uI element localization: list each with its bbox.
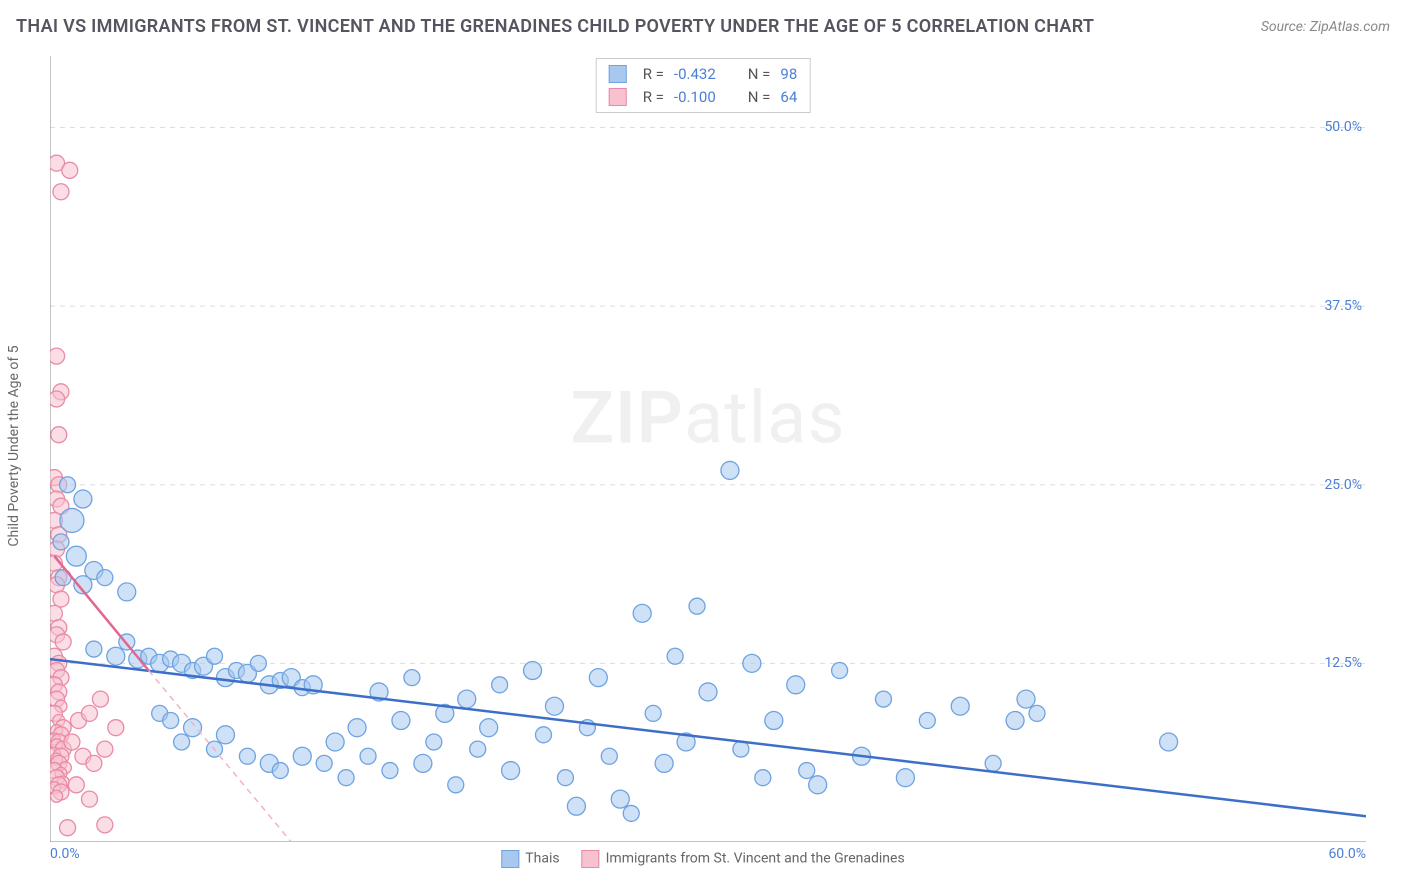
x-axis-max-label: 60.0% [1328,846,1366,862]
n-label: N = [748,86,771,109]
legend-label: Thais [525,851,559,867]
series-legend: Thais Immigrants from St. Vincent and the… [501,850,904,868]
title-bar: THAI VS IMMIGRANTS FROM ST. VINCENT AND … [16,16,1390,37]
legend-swatch [609,65,627,83]
source-attribution: Source: ZipAtlas.com [1261,19,1390,35]
correlation-stats-box: R = -0.432 N = 98 R = -0.100 N = 64 [596,58,811,113]
y-tick-label: 12.5% [1324,655,1362,671]
stats-row: R = -0.432 N = 98 [609,63,798,86]
y-axis-label: Child Poverty Under the Age of 5 [6,345,22,546]
stats-row: R = -0.100 N = 64 [609,86,798,109]
plot-area: ZIPatlas [50,56,1366,842]
x-axis-min-label: 0.0% [50,846,80,862]
legend-swatch [501,850,519,868]
chart-title: THAI VS IMMIGRANTS FROM ST. VINCENT AND … [16,16,1094,37]
y-tick-label: 37.5% [1324,298,1362,314]
y-tick-label: 50.0% [1324,119,1362,135]
n-value: 64 [780,86,797,109]
r-value: -0.432 [674,63,716,86]
n-value: 98 [780,63,797,86]
chart-container: THAI VS IMMIGRANTS FROM ST. VINCENT AND … [0,0,1406,892]
y-tick-label: 25.0% [1324,477,1362,493]
scatter-plot-svg [50,56,1366,842]
n-label: N = [748,63,771,86]
legend-item: Thais [501,850,559,868]
legend-label: Immigrants from St. Vincent and the Gren… [606,851,905,867]
r-label: R = [643,86,664,109]
legend-item: Immigrants from St. Vincent and the Gren… [582,850,905,868]
r-label: R = [643,63,664,86]
legend-swatch [609,88,627,106]
r-value: -0.100 [674,86,716,109]
legend-swatch [582,850,600,868]
